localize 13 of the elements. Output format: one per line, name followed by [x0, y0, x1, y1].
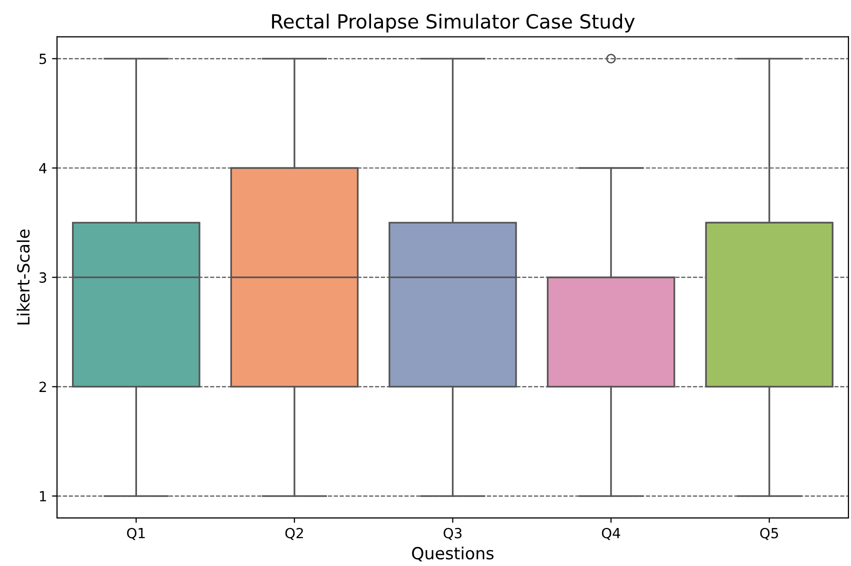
y-tick-label: 1 [40, 491, 46, 502]
x-tick-label: Q5 [760, 528, 778, 540]
chart-title: Rectal Prolapse Simulator Case Study [272, 14, 635, 32]
x-axis-title: Questions [412, 546, 494, 562]
y-tick-label: 3 [40, 272, 46, 283]
y-axis-title: Likert-Scale [16, 230, 30, 324]
x-tick-label: Q1 [127, 528, 145, 540]
x-tick-label: Q4 [602, 528, 620, 540]
y-tick-label: 4 [39, 163, 47, 174]
x-tick-label: Q2 [285, 528, 303, 540]
x-tick-label: Q3 [444, 528, 462, 540]
y-tick-label: 2 [39, 382, 46, 392]
y-tick-label: 5 [40, 54, 46, 64]
